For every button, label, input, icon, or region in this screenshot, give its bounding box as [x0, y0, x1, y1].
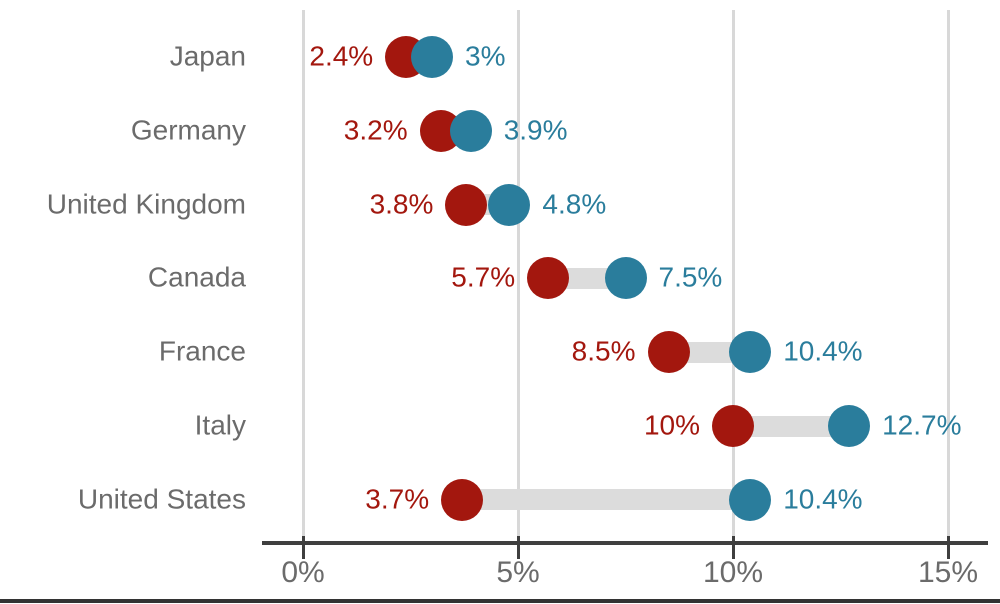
- category-label: Canada: [147, 261, 246, 293]
- category-label: Italy: [194, 409, 246, 441]
- category-label: United States: [77, 483, 246, 515]
- blue-dot: [604, 257, 647, 300]
- blue-value-label: 12.7%: [882, 409, 962, 441]
- blue-value-label: 7.5%: [658, 261, 723, 293]
- x-axis-tick: [301, 536, 305, 559]
- blue-dot: [729, 331, 772, 374]
- blue-dot: [488, 183, 531, 226]
- blue-dot: [449, 109, 492, 152]
- gridline: [516, 10, 520, 541]
- gridline: [731, 10, 735, 541]
- category-label: France: [158, 335, 246, 367]
- red-value-label: 3.8%: [369, 188, 434, 220]
- x-axis-tick-label: 15%: [917, 556, 979, 589]
- dumbbell-connector-bar: [462, 489, 751, 511]
- category-label: Japan: [169, 40, 246, 72]
- category-label: Germany: [130, 114, 246, 146]
- blue-value-label: 3.9%: [503, 114, 568, 146]
- blue-value-label: 10.4%: [783, 335, 863, 367]
- category-label: United Kingdom: [46, 188, 246, 220]
- blue-value-label: 4.8%: [542, 188, 607, 220]
- x-axis-tick-label: 0%: [281, 556, 325, 589]
- blue-dot: [828, 405, 871, 448]
- gridline: [301, 10, 305, 541]
- blue-dot: [729, 478, 772, 521]
- x-axis-line: [262, 541, 988, 545]
- red-value-label: 10%: [643, 409, 700, 441]
- x-axis-tick: [946, 536, 950, 559]
- x-axis-tick-label: 5%: [496, 556, 540, 589]
- blue-value-label: 3%: [465, 40, 506, 72]
- blue-value-label: 10.4%: [783, 483, 863, 515]
- red-dot: [527, 257, 570, 300]
- gridline: [946, 10, 950, 541]
- red-dot: [441, 478, 484, 521]
- blue-dot: [411, 36, 453, 78]
- red-value-label: 2.4%: [309, 40, 374, 72]
- x-axis-tick-label: 10%: [702, 556, 764, 589]
- x-axis-tick: [731, 536, 735, 559]
- red-dot: [445, 183, 488, 226]
- red-dot: [647, 331, 690, 374]
- x-axis-tick: [516, 536, 520, 559]
- red-value-label: 8.5%: [571, 335, 636, 367]
- dumbbell-connector-bar: [733, 415, 850, 437]
- red-value-label: 3.7%: [365, 483, 430, 515]
- red-dot: [712, 405, 754, 448]
- bottom-edge-rule: [0, 599, 1000, 603]
- red-value-label: 5.7%: [451, 261, 516, 293]
- red-value-label: 3.2%: [343, 114, 408, 146]
